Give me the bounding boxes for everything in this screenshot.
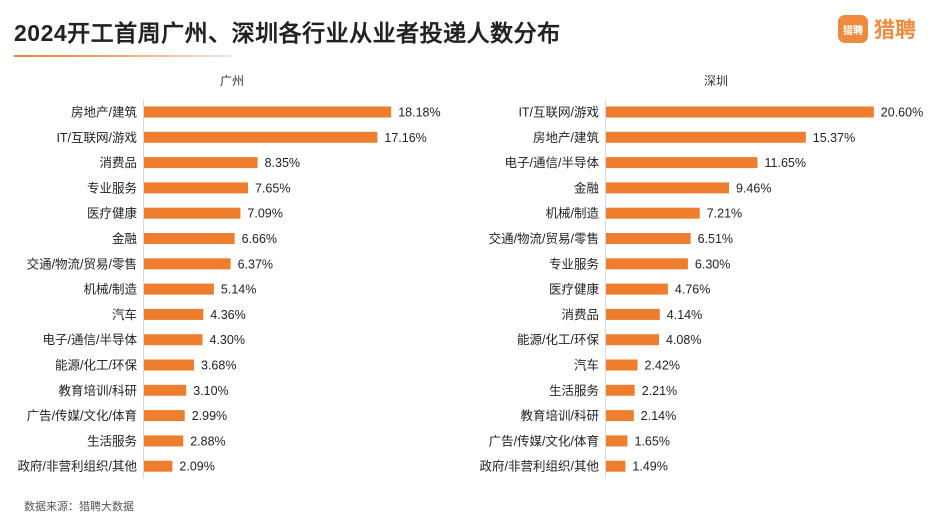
shenzhen-bar	[606, 435, 628, 447]
guangzhou-bar	[144, 283, 214, 295]
shenzhen-bar	[606, 207, 700, 219]
shenzhen-bar	[606, 283, 668, 295]
guangzhou-category-label: 政府/非营利组织/其他	[18, 459, 138, 474]
guangzhou-data-label: 2.09%	[179, 460, 214, 474]
data-source-note: 数据来源：猎聘大数据	[24, 501, 134, 513]
shenzhen-data-label: 1.65%	[635, 434, 670, 448]
shenzhen-bar	[606, 384, 635, 396]
shenzhen-category-label: 交通/物流/贸易/零售	[489, 231, 599, 246]
logo-text: 猎聘	[874, 19, 916, 42]
shenzhen-category-label: 广告/传媒/文化/体育	[489, 433, 599, 448]
shenzhen-bar	[606, 334, 659, 346]
shenzhen-data-label: 6.30%	[695, 257, 730, 271]
guangzhou-category-label: 生活服务	[87, 433, 137, 448]
guangzhou-category-label: 专业服务	[87, 180, 137, 195]
shenzhen-category-label: 机械/制造	[546, 206, 600, 221]
shenzhen-bar	[606, 106, 874, 118]
shenzhen-data-label: 4.14%	[667, 308, 702, 322]
shenzhen-data-label: 15.37%	[813, 131, 855, 145]
guangzhou-data-label: 6.37%	[238, 257, 273, 271]
shenzhen-bar	[606, 359, 638, 371]
shenzhen-category-label: 医疗健康	[549, 282, 600, 297]
shenzhen-data-label: 4.08%	[666, 333, 701, 347]
shenzhen-category-label: 消费品	[561, 308, 599, 322]
shenzhen-data-label: 2.21%	[642, 384, 677, 398]
shenzhen-data-label: 2.14%	[641, 409, 676, 423]
guangzhou-category-label: 医疗健康	[87, 206, 138, 221]
shenzhen-bar	[606, 308, 660, 320]
shenzhen-data-label: 6.51%	[698, 232, 733, 246]
shenzhen-data-label: 7.21%	[707, 207, 742, 221]
guangzhou-data-label: 4.30%	[210, 333, 245, 347]
guangzhou-bar	[144, 258, 231, 270]
guangzhou-category-label: 金融	[112, 231, 138, 246]
guangzhou-chart-title: 广州	[220, 74, 244, 88]
guangzhou-data-label: 7.65%	[255, 181, 290, 195]
shenzhen-data-label: 4.76%	[675, 283, 710, 297]
guangzhou-bar	[144, 207, 241, 219]
guangzhou-category-label: 房地产/建筑	[71, 105, 137, 120]
shenzhen-bar	[606, 258, 688, 270]
guangzhou-bar	[144, 182, 248, 194]
guangzhou-bar	[144, 131, 378, 143]
guangzhou-bar	[144, 233, 235, 244]
guangzhou-data-label: 2.99%	[192, 409, 227, 423]
shenzhen-data-label: 2.42%	[645, 359, 680, 373]
shenzhen-category-label: IT/互联网/游戏	[518, 106, 599, 120]
title-underline	[14, 55, 232, 57]
guangzhou-category-label: 汽车	[112, 307, 137, 322]
page-title: 2024开工首周广州、深圳各行业从业者投递人数分布	[14, 20, 561, 46]
guangzhou-category-label: IT/互联网/游戏	[56, 131, 137, 145]
shenzhen-chart-title: 深圳	[704, 74, 728, 88]
shenzhen-category-label: 能源/化工/环保	[517, 333, 599, 347]
shenzhen-bar	[606, 131, 806, 143]
guangzhou-bar	[144, 106, 392, 118]
guangzhou-data-label: 18.18%	[398, 106, 440, 120]
guangzhou-category-label: 电子/通信/半导体	[43, 333, 138, 347]
shenzhen-bar	[606, 157, 758, 169]
logo-mark-icon: 猎聘	[838, 15, 868, 43]
shenzhen-category-label: 政府/非营利组织/其他	[480, 459, 600, 474]
shenzhen-data-label: 1.49%	[632, 460, 667, 474]
guangzhou-data-label: 4.36%	[210, 308, 245, 322]
guangzhou-bar	[144, 435, 184, 447]
guangzhou-category-label: 交通/物流/贸易/零售	[27, 256, 137, 271]
guangzhou-category-label: 消费品	[99, 156, 137, 170]
shenzhen-category-label: 教育培训/科研	[521, 408, 599, 423]
shenzhen-category-label: 专业服务	[549, 256, 599, 271]
shenzhen-data-label: 20.60%	[881, 106, 923, 120]
guangzhou-data-label: 8.35%	[265, 156, 300, 170]
shenzhen-category-label: 金融	[574, 180, 600, 195]
guangzhou-data-label: 3.68%	[201, 359, 236, 373]
shenzhen-data-label: 9.46%	[736, 181, 771, 195]
shenzhen-category-label: 电子/通信/半导体	[505, 156, 600, 170]
shenzhen-bar	[606, 410, 634, 422]
guangzhou-bar	[144, 334, 203, 346]
guangzhou-category-label: 能源/化工/环保	[55, 359, 137, 373]
shenzhen-bar	[606, 233, 691, 244]
guangzhou-bar	[144, 410, 185, 422]
guangzhou-data-label: 2.88%	[190, 434, 225, 448]
shenzhen-bar	[606, 182, 729, 194]
shenzhen-category-label: 房地产/建筑	[533, 130, 599, 145]
guangzhou-data-label: 3.10%	[193, 384, 228, 398]
shenzhen-category-label: 汽车	[574, 358, 599, 373]
guangzhou-category-label: 机械/制造	[84, 282, 138, 297]
guangzhou-bar	[144, 308, 204, 320]
guangzhou-category-label: 教育培训/科研	[59, 383, 137, 398]
guangzhou-bar	[144, 157, 258, 169]
guangzhou-bar	[144, 460, 173, 472]
guangzhou-data-label: 7.09%	[247, 207, 282, 221]
guangzhou-data-label: 6.66%	[242, 232, 277, 246]
guangzhou-data-label: 17.16%	[384, 131, 426, 145]
guangzhou-data-label: 5.14%	[221, 283, 256, 297]
logo: 猎聘 猎聘	[838, 14, 916, 44]
shenzhen-bar	[606, 460, 626, 472]
guangzhou-category-label: 广告/传媒/文化/体育	[27, 408, 137, 423]
shenzhen-data-label: 11.65%	[765, 156, 806, 170]
shenzhen-category-label: 生活服务	[549, 383, 599, 398]
guangzhou-bar	[144, 359, 194, 371]
guangzhou-bar	[144, 384, 187, 396]
